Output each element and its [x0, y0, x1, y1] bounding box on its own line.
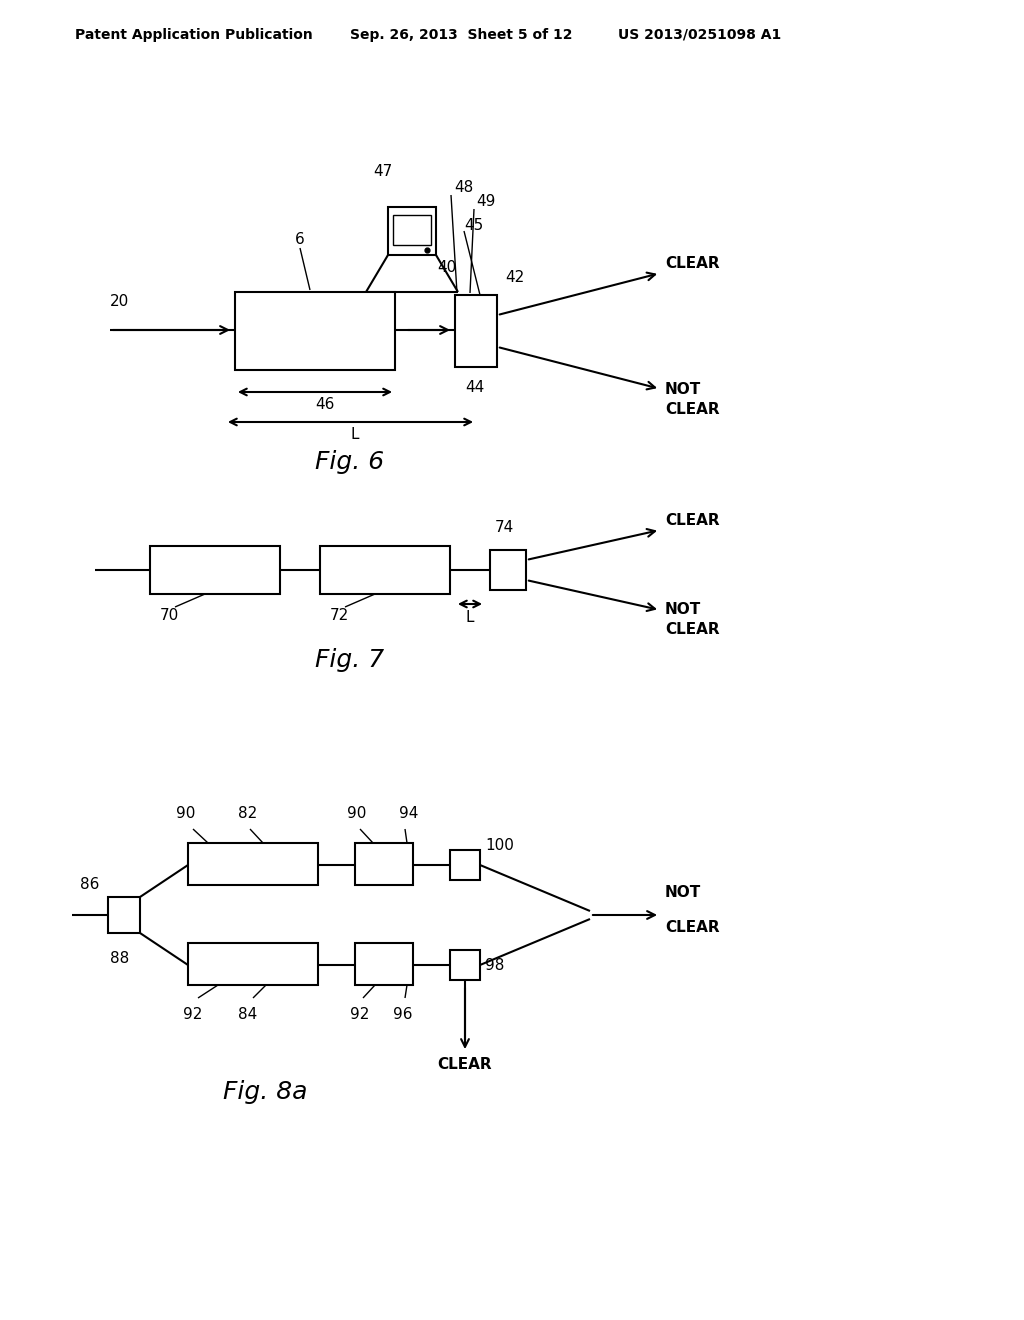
Bar — [450, 850, 480, 880]
Text: 6: 6 — [295, 232, 305, 248]
Bar — [188, 942, 318, 985]
Text: 94: 94 — [399, 807, 419, 821]
Text: 49: 49 — [476, 194, 496, 210]
Text: 48: 48 — [454, 180, 473, 194]
Bar — [388, 207, 436, 255]
Text: CLEAR: CLEAR — [437, 1057, 493, 1072]
Text: NOT: NOT — [665, 381, 701, 397]
Text: 82: 82 — [238, 807, 257, 821]
Text: US 2013/0251098 A1: US 2013/0251098 A1 — [618, 28, 781, 42]
Text: 70: 70 — [160, 609, 179, 623]
Text: 86: 86 — [80, 876, 99, 892]
Bar — [355, 843, 413, 884]
Text: 44: 44 — [465, 380, 484, 395]
Text: CLEAR: CLEAR — [665, 920, 720, 935]
Text: 96: 96 — [393, 1007, 413, 1022]
Text: 92: 92 — [350, 1007, 370, 1022]
Text: 90: 90 — [347, 807, 367, 821]
Bar — [150, 546, 280, 594]
Text: 84: 84 — [238, 1007, 257, 1022]
Text: 72: 72 — [330, 609, 349, 623]
Text: 100: 100 — [485, 837, 514, 853]
Text: 98: 98 — [485, 957, 505, 973]
Bar — [490, 550, 526, 590]
Text: Fig. 8a: Fig. 8a — [223, 1080, 307, 1104]
Text: 74: 74 — [495, 520, 514, 536]
Text: Patent Application Publication: Patent Application Publication — [75, 28, 312, 42]
Text: 47: 47 — [374, 164, 392, 180]
Text: 45: 45 — [464, 218, 483, 232]
Bar — [234, 292, 395, 370]
Text: L: L — [351, 426, 359, 442]
Text: 42: 42 — [505, 269, 524, 285]
Text: 20: 20 — [110, 294, 129, 309]
Bar — [450, 950, 480, 979]
Text: 40: 40 — [437, 260, 457, 275]
Bar — [108, 898, 140, 933]
Bar — [393, 215, 431, 246]
Bar — [188, 843, 318, 884]
Text: CLEAR: CLEAR — [665, 401, 720, 417]
Text: CLEAR: CLEAR — [665, 622, 720, 638]
Bar — [455, 294, 497, 367]
Text: Fig. 6: Fig. 6 — [315, 450, 385, 474]
Text: CLEAR: CLEAR — [665, 256, 720, 271]
Text: NOT: NOT — [665, 884, 701, 900]
Text: Sep. 26, 2013  Sheet 5 of 12: Sep. 26, 2013 Sheet 5 of 12 — [350, 28, 572, 42]
Text: CLEAR: CLEAR — [665, 513, 720, 528]
Bar — [319, 546, 450, 594]
Text: 88: 88 — [110, 950, 129, 966]
Text: L: L — [466, 610, 474, 624]
Text: NOT: NOT — [665, 602, 701, 616]
Text: Fig. 7: Fig. 7 — [315, 648, 385, 672]
Bar — [355, 942, 413, 985]
Text: 90: 90 — [176, 807, 196, 821]
Text: 46: 46 — [315, 397, 335, 412]
Text: 92: 92 — [183, 1007, 203, 1022]
